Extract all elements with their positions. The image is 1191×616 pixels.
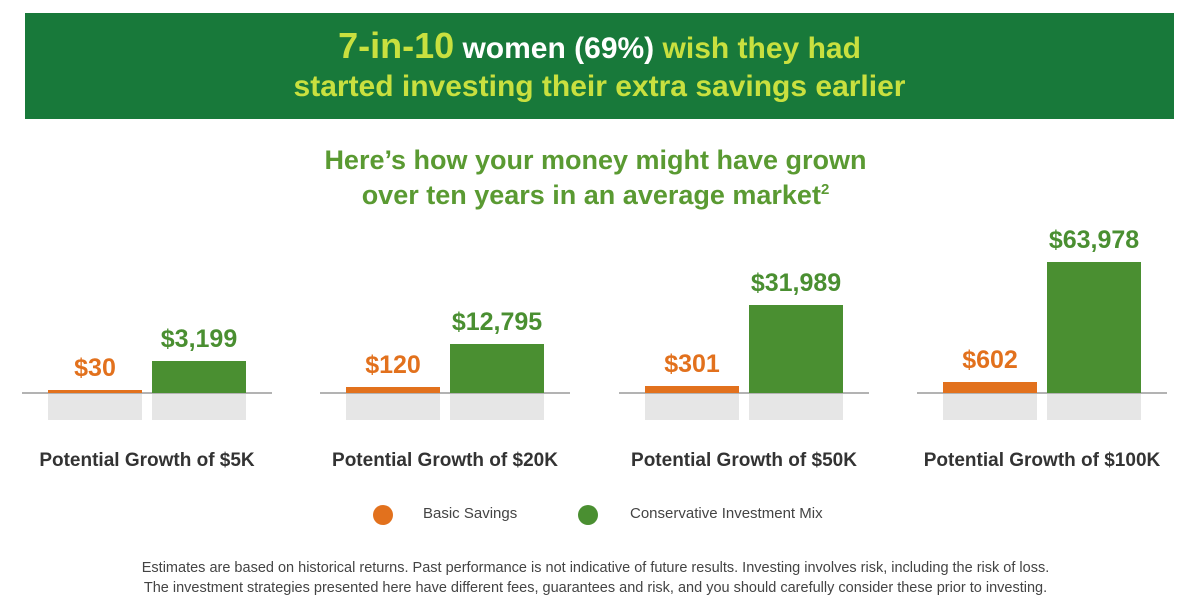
bar-shadow [48, 394, 142, 420]
data-label-basic: $301 [664, 350, 720, 378]
banner-headline-line2: started investing their extra savings ea… [293, 69, 906, 103]
chart-legend: Basic Savings Conservative Investment Mi… [0, 501, 1191, 527]
banner-rest: wish they had [662, 31, 861, 65]
bar-conservative-mix [450, 344, 544, 393]
chart-subtitle: Here’s how your money might have grown o… [0, 143, 1191, 213]
bar-shadow [645, 394, 739, 420]
bar-basic-savings [48, 390, 142, 393]
bar-conservative-mix [1047, 262, 1141, 393]
subtitle-line1: Here’s how your money might have grown [324, 145, 867, 175]
disclaimer-line2: The investment strategies presented here… [143, 580, 1048, 596]
subtitle-line2-text: over ten years in an average market [361, 180, 821, 210]
bar-shadow [943, 394, 1037, 420]
disclaimer-line1: Estimates are based on historical return… [141, 560, 1050, 576]
disclaimer-footnote: Estimates are based on historical return… [0, 558, 1191, 598]
bar-basic-savings [645, 386, 739, 393]
data-label-basic: $30 [74, 354, 116, 382]
category-label: Potential Growth of $5K [39, 450, 255, 471]
category-label: Potential Growth of $100K [924, 450, 1161, 471]
bar-shadow [152, 394, 246, 420]
bar-shadow [346, 394, 440, 420]
bar-basic-savings [346, 387, 440, 393]
legend-basic-dot [373, 505, 393, 525]
bar-shadow [1047, 394, 1141, 420]
legend-conservative-dot [578, 505, 598, 525]
bar-conservative-mix [749, 305, 843, 393]
subtitle-line2: over ten years in an average market2 [0, 178, 1191, 213]
data-label-basic: $120 [365, 351, 421, 379]
footnote-marker: 2 [820, 181, 830, 198]
bar-shadow [749, 394, 843, 420]
growth-bar-chart: $30 $3,199 Potential Growth of $5K $120 $12,… [22, 226, 1167, 471]
data-label-conservative: $3,199 [161, 325, 237, 353]
bar-shadow [450, 394, 544, 420]
data-label-basic: $602 [962, 346, 1018, 374]
headline-banner: 7-in-10 women (69%) wish they had starte… [25, 13, 1174, 119]
bar-conservative-mix [152, 361, 246, 393]
banner-stat: 7-in-10 [338, 24, 455, 66]
data-label-conservative: $31,989 [751, 269, 841, 297]
data-label-conservative: $12,795 [452, 308, 542, 336]
bar-basic-savings [943, 382, 1037, 393]
banner-women: women (69%) [462, 31, 655, 65]
legend-basic-label: Basic Savings [423, 505, 518, 522]
category-label: Potential Growth of $50K [631, 450, 857, 471]
banner-headline-line1: 7-in-10 women (69%) wish they had [338, 24, 861, 68]
data-label-conservative: $63,978 [1049, 226, 1139, 254]
category-label: Potential Growth of $20K [332, 450, 558, 471]
legend-conservative-label: Conservative Investment Mix [630, 505, 823, 522]
